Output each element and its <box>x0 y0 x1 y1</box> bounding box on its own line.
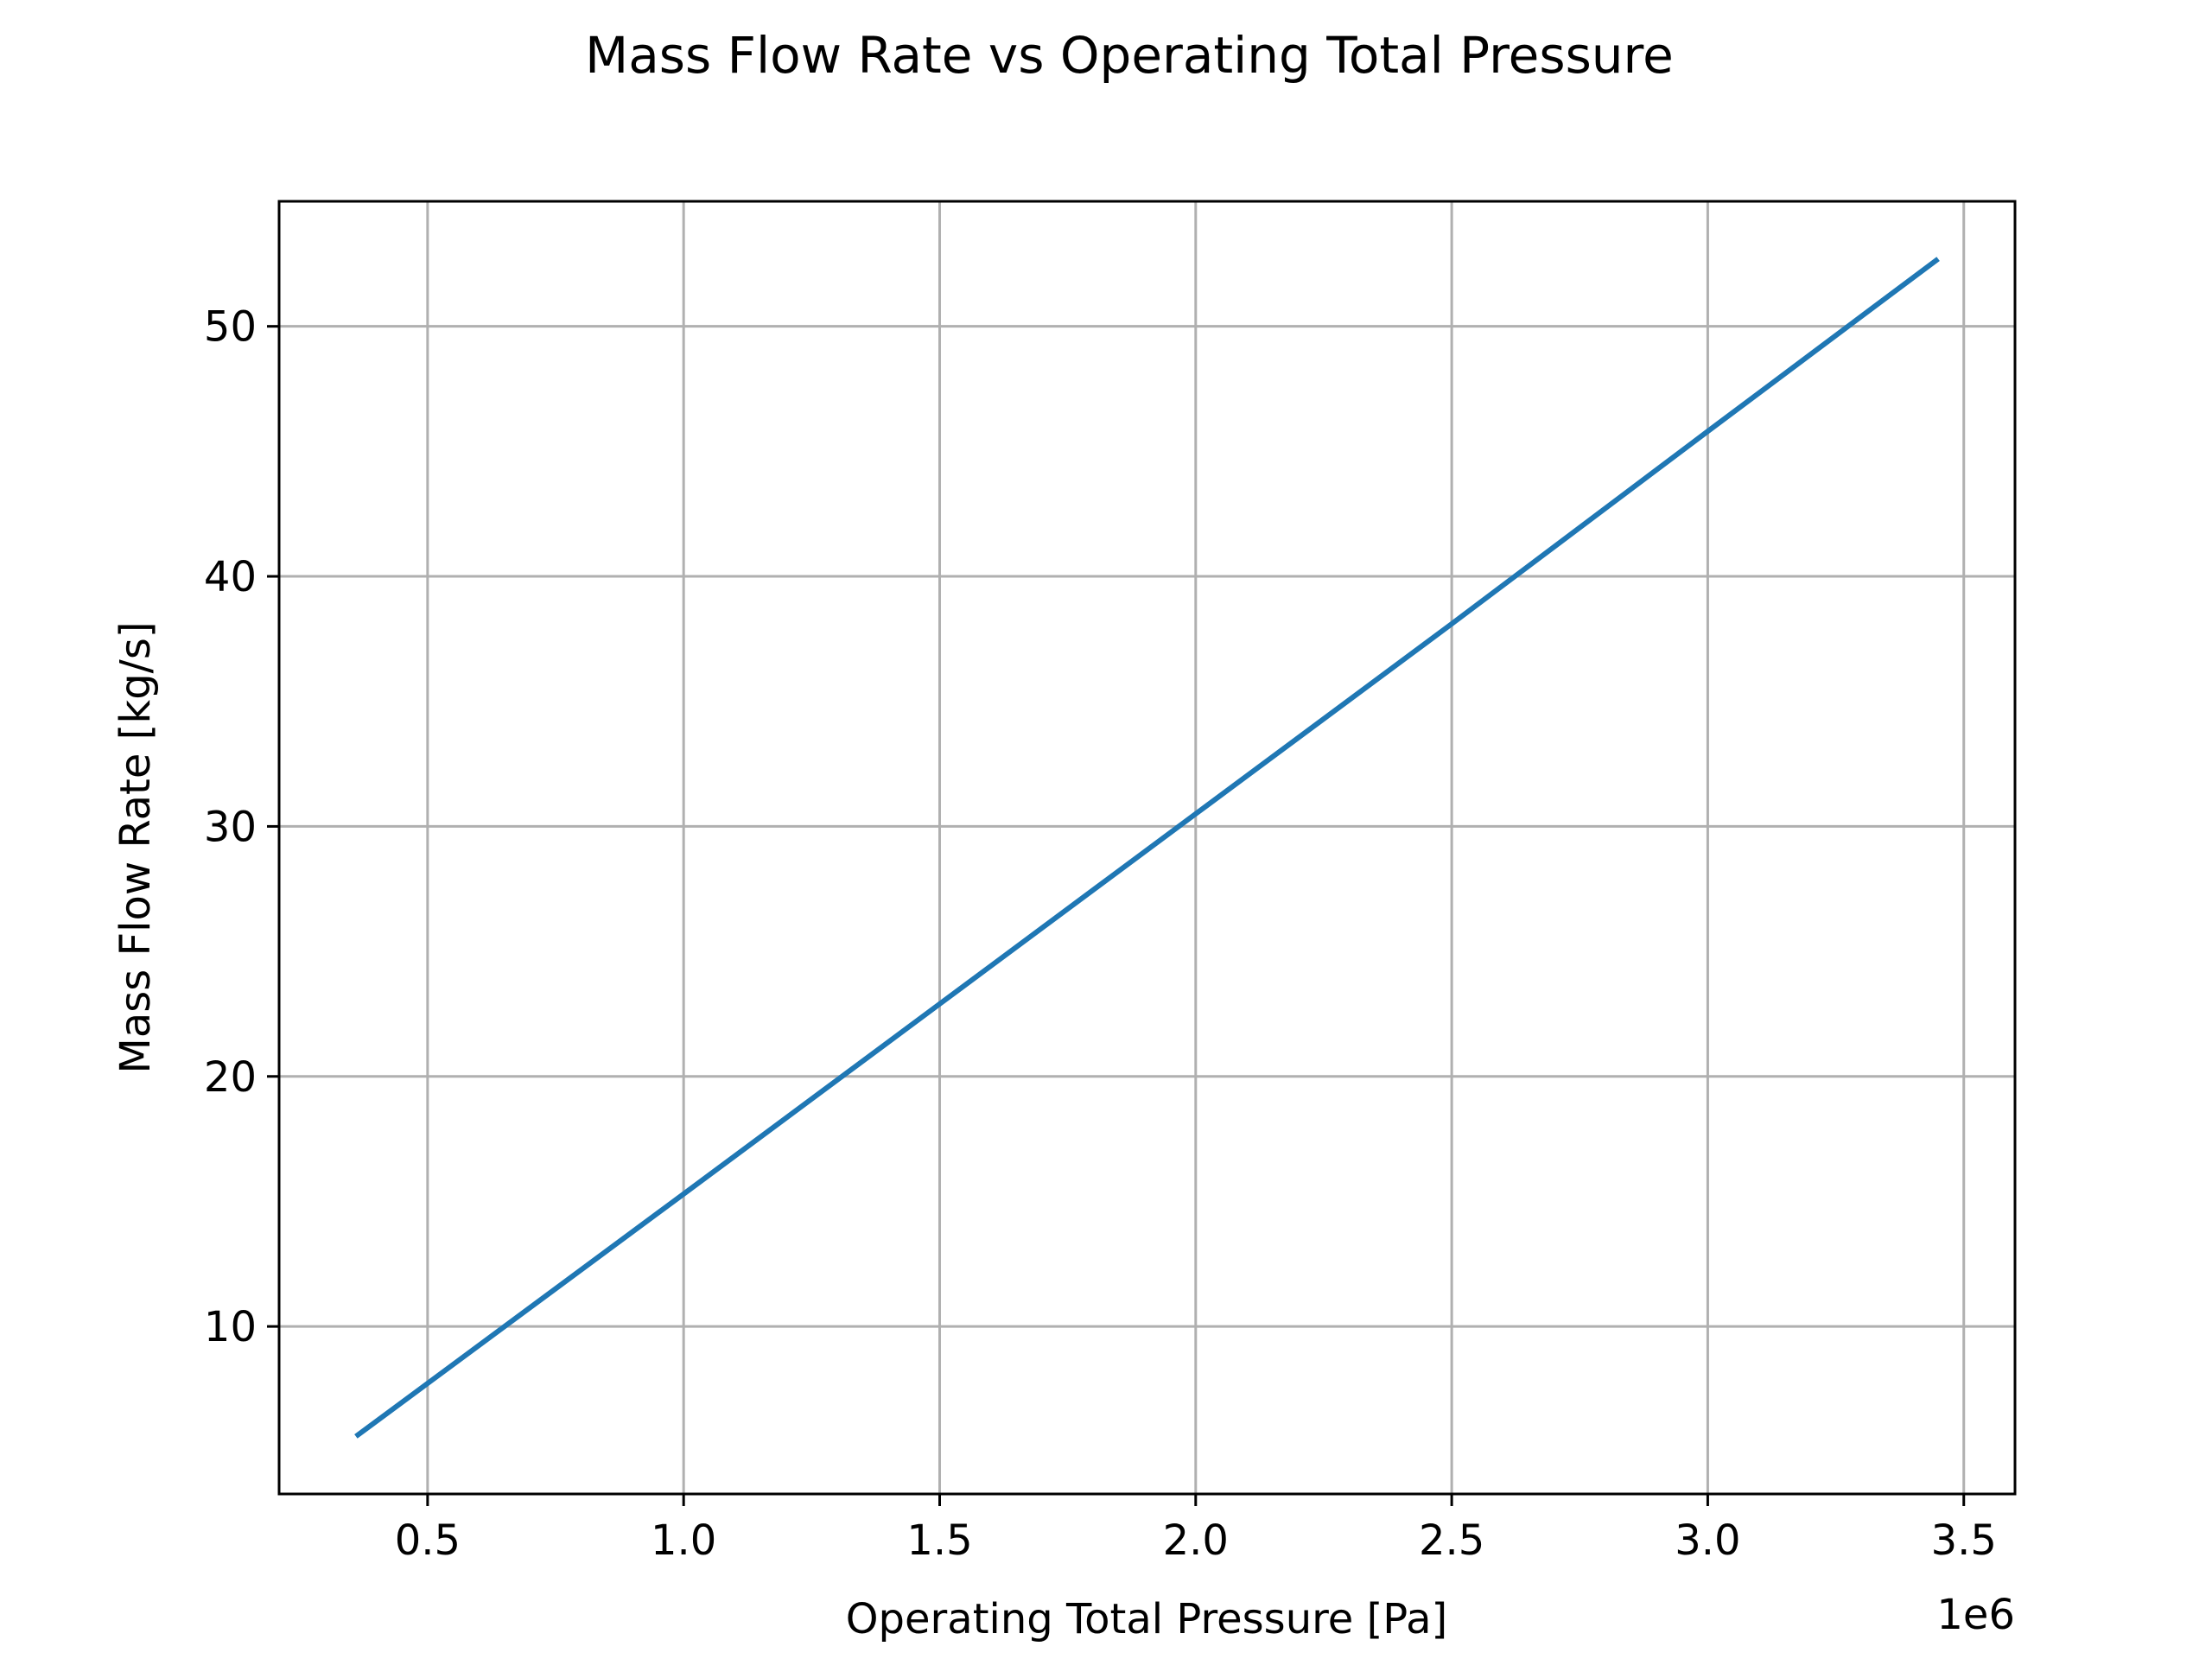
x-axis-label: Operating Total Pressure [Pa] <box>846 1595 1447 1643</box>
chart-title: Mass Flow Rate vs Operating Total Pressu… <box>585 26 1674 85</box>
series-layer <box>354 257 1940 1439</box>
plot-frame <box>277 200 2017 1496</box>
x-tick-label: 0.5 <box>395 1516 461 1565</box>
y-tick-label: 20 <box>204 1053 257 1102</box>
ticks: 0.5 1.0 1.5 2.0 2.5 3.0 3.5 10 20 30 40 50 <box>204 303 1997 1565</box>
x-tick-label: 1.5 <box>906 1516 972 1565</box>
grid <box>279 201 2015 1494</box>
y-axis-label: Mass Flow Rate [kg/s] <box>111 621 160 1073</box>
x-tick-label: 1.0 <box>651 1516 716 1565</box>
x-tick-label: 2.0 <box>1163 1516 1229 1565</box>
y-tick-label: 50 <box>204 303 257 352</box>
x-tick-label: 3.0 <box>1675 1516 1740 1565</box>
x-tick-label: 3.5 <box>1931 1516 1997 1565</box>
series-line <box>354 257 1940 1439</box>
x-axis-offset-label: 1e6 <box>1936 1591 2015 1639</box>
x-tick-label: 2.5 <box>1419 1516 1484 1565</box>
y-tick-label: 30 <box>204 803 257 851</box>
y-tick-label: 10 <box>204 1303 257 1351</box>
y-tick-label: 40 <box>204 553 257 601</box>
